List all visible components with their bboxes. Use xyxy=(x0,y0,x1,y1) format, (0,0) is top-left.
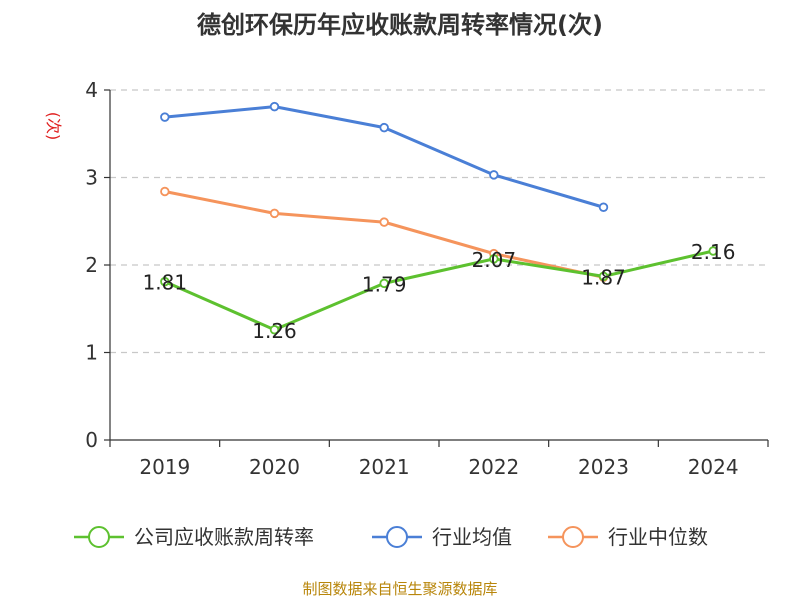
gridlines xyxy=(110,89,768,354)
data-point xyxy=(379,278,389,289)
legend-label: 行业中位数 xyxy=(608,525,708,549)
y-axis-label: (次) xyxy=(44,112,63,141)
data-labels: 1.81 1.26 1.79 2.07 1.87 2.16 xyxy=(143,240,736,343)
y-tick-label: 4 xyxy=(85,78,98,102)
data-label: 1.26 xyxy=(252,319,297,343)
legend-marker xyxy=(88,526,110,548)
data-label: 1.87 xyxy=(581,265,626,289)
data-label: 1.81 xyxy=(143,271,188,295)
axes: 0 1 2 3 4 2019 2020 2021 2022 2023 2024 xyxy=(85,78,769,479)
legend-marker xyxy=(386,526,408,548)
data-point xyxy=(269,208,280,219)
data-point xyxy=(160,112,170,122)
series-layer xyxy=(160,101,718,335)
legend-label: 行业均值 xyxy=(432,525,512,549)
chart-title: 德创环保历年应收账款周转率情况(次) xyxy=(197,11,603,39)
x-tick-label: 2020 xyxy=(249,455,300,479)
y-tick-label: 0 xyxy=(85,428,98,452)
y-tick-label: 1 xyxy=(85,341,98,365)
x-tick-label: 2023 xyxy=(578,455,629,479)
data-point xyxy=(489,170,499,180)
data-point xyxy=(598,271,609,282)
legend-label: 公司应收账款周转率 xyxy=(134,525,314,549)
y-tick-label: 3 xyxy=(85,166,98,190)
y-tick-label: 2 xyxy=(85,253,98,277)
x-tick-label: 2022 xyxy=(468,455,519,479)
data-point xyxy=(160,276,170,287)
data-point xyxy=(379,122,389,133)
x-tick-label: 2024 xyxy=(688,455,739,479)
source-note: 制图数据来自恒生聚源数据库 xyxy=(302,580,497,598)
data-point xyxy=(379,217,389,227)
legend-marker xyxy=(562,526,584,548)
x-tick-label: 2021 xyxy=(359,455,410,479)
data-point xyxy=(269,325,280,335)
data-point xyxy=(489,254,499,264)
x-tick-label: 2019 xyxy=(139,455,190,479)
series-line xyxy=(164,249,714,332)
series-line xyxy=(164,105,604,209)
data-point xyxy=(269,101,280,112)
data-point xyxy=(160,186,170,197)
legend: 公司应收账款周转率 行业均值 行业中位数 xyxy=(74,525,708,549)
data-label: 2.07 xyxy=(472,248,517,272)
data-point xyxy=(708,246,718,256)
data-label: 2.16 xyxy=(691,240,736,264)
data-point xyxy=(598,202,609,212)
data-label: 1.79 xyxy=(362,272,407,296)
